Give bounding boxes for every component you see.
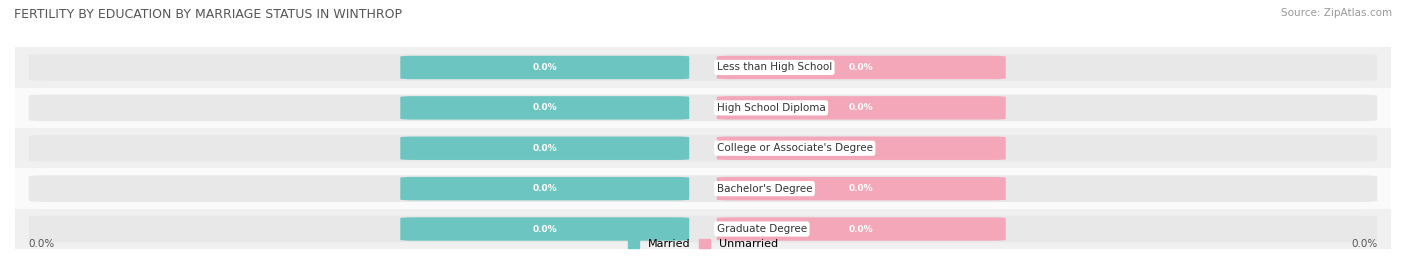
Bar bbox=[15, 128, 1391, 168]
FancyBboxPatch shape bbox=[717, 177, 1005, 200]
FancyBboxPatch shape bbox=[717, 137, 1005, 160]
FancyBboxPatch shape bbox=[401, 217, 689, 241]
Text: FERTILITY BY EDUCATION BY MARRIAGE STATUS IN WINTHROP: FERTILITY BY EDUCATION BY MARRIAGE STATU… bbox=[14, 8, 402, 21]
Bar bbox=[15, 88, 1391, 128]
FancyBboxPatch shape bbox=[401, 56, 689, 79]
Text: 0.0%: 0.0% bbox=[849, 225, 873, 233]
Text: 0.0%: 0.0% bbox=[533, 184, 557, 193]
Text: 0.0%: 0.0% bbox=[533, 144, 557, 153]
Text: College or Associate's Degree: College or Associate's Degree bbox=[717, 143, 873, 153]
Text: 0.0%: 0.0% bbox=[533, 225, 557, 233]
Text: Bachelor's Degree: Bachelor's Degree bbox=[717, 184, 813, 194]
Text: 0.0%: 0.0% bbox=[849, 184, 873, 193]
Text: 0.0%: 0.0% bbox=[1351, 239, 1378, 249]
Text: Less than High School: Less than High School bbox=[717, 62, 832, 72]
Text: 0.0%: 0.0% bbox=[533, 103, 557, 112]
Bar bbox=[15, 168, 1391, 209]
Text: 0.0%: 0.0% bbox=[28, 239, 55, 249]
FancyBboxPatch shape bbox=[401, 137, 689, 160]
Legend: Married, Unmarried: Married, Unmarried bbox=[623, 234, 783, 254]
Bar bbox=[15, 209, 1391, 249]
FancyBboxPatch shape bbox=[717, 217, 1005, 241]
Bar bbox=[15, 47, 1391, 88]
FancyBboxPatch shape bbox=[401, 177, 689, 200]
Text: Source: ZipAtlas.com: Source: ZipAtlas.com bbox=[1281, 8, 1392, 18]
FancyBboxPatch shape bbox=[28, 216, 1378, 242]
FancyBboxPatch shape bbox=[28, 175, 1378, 202]
FancyBboxPatch shape bbox=[28, 54, 1378, 81]
FancyBboxPatch shape bbox=[401, 96, 689, 119]
FancyBboxPatch shape bbox=[717, 56, 1005, 79]
Text: 0.0%: 0.0% bbox=[849, 103, 873, 112]
Text: 0.0%: 0.0% bbox=[849, 144, 873, 153]
Text: Graduate Degree: Graduate Degree bbox=[717, 224, 807, 234]
Text: 0.0%: 0.0% bbox=[533, 63, 557, 72]
FancyBboxPatch shape bbox=[28, 135, 1378, 162]
FancyBboxPatch shape bbox=[28, 94, 1378, 121]
Text: 0.0%: 0.0% bbox=[849, 63, 873, 72]
FancyBboxPatch shape bbox=[717, 96, 1005, 119]
Text: High School Diploma: High School Diploma bbox=[717, 103, 825, 113]
